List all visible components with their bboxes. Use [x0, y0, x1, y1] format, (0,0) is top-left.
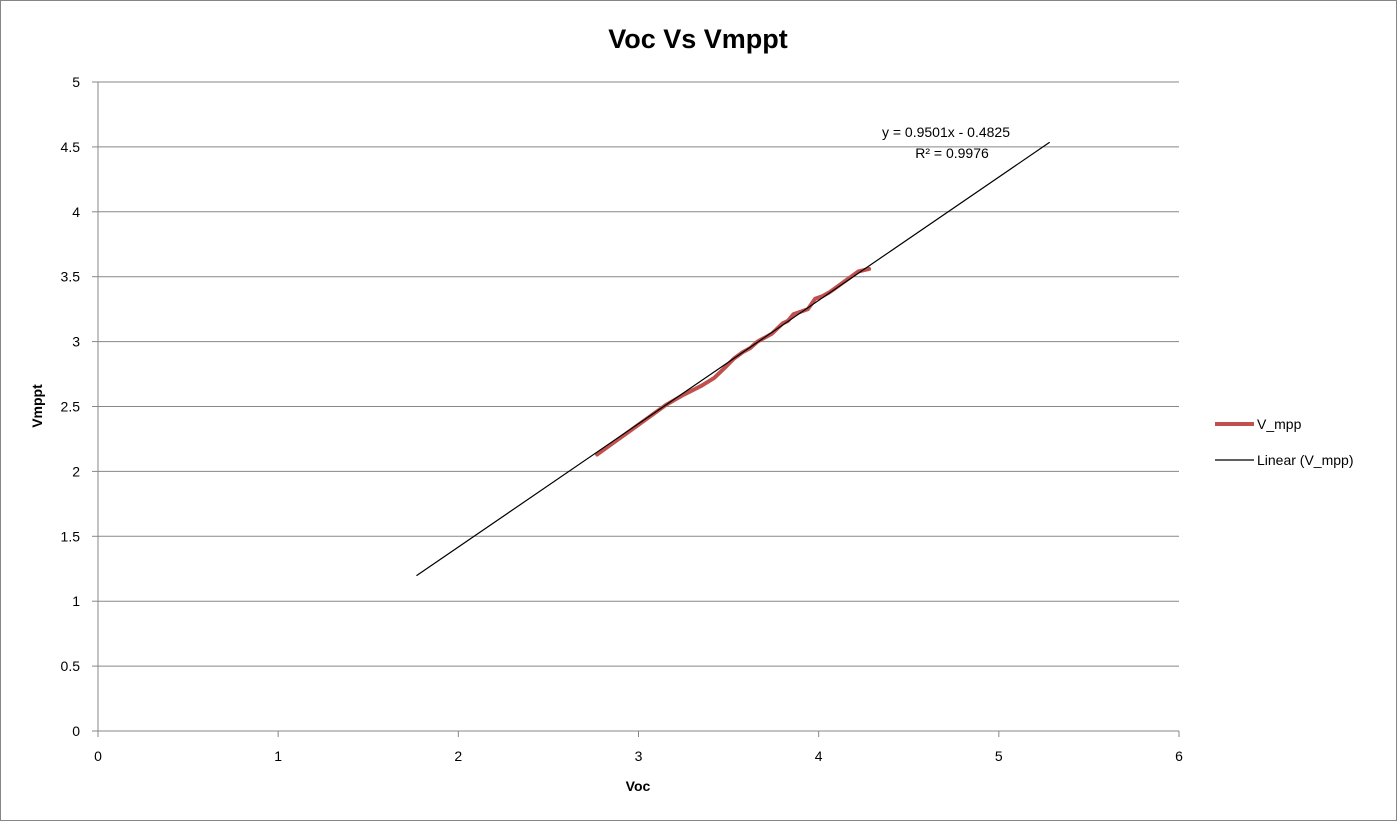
trendline-annotation: y = 0.9501x - 0.4825 R² = 0.9976: [882, 124, 1010, 161]
y-tick-label: 5: [72, 74, 80, 90]
legend-label: Linear (V_mpp): [1257, 452, 1354, 468]
trendline-r-squared: R² = 0.9976: [915, 145, 989, 161]
x-tick-label: 6: [1175, 748, 1183, 764]
y-tick-labels: 0 0.5 1 1.5 2 2.5 3 3.5 4 4.5 5: [61, 74, 81, 739]
x-tick-labels: 0 1 2 3 4 5 6: [94, 748, 1183, 764]
gridlines: [98, 81, 1179, 667]
y-tick-label: 2.5: [61, 399, 81, 415]
y-tick-label: 0: [72, 723, 80, 739]
axes: [92, 81, 1180, 737]
x-tick-label: 2: [454, 748, 462, 764]
y-tick-label: 4: [72, 204, 80, 220]
x-tick-label: 3: [635, 748, 643, 764]
series-line-v-mpp: [595, 266, 872, 457]
trendline-equation: y = 0.9501x - 0.4825: [882, 124, 1010, 140]
trendline-linear-v-mpp: [416, 141, 1050, 576]
y-tick-label: 0.5: [61, 658, 81, 674]
legend-label: V_mpp: [1257, 416, 1302, 432]
y-tick-label: 1.5: [61, 528, 81, 544]
x-tick-label: 4: [815, 748, 823, 764]
x-tick-label: 0: [94, 748, 102, 764]
y-tick-label: 2: [72, 463, 80, 479]
y-tick-label: 3: [72, 334, 80, 350]
chart-title: Voc Vs Vmppt: [608, 24, 788, 54]
y-tick-label: 1: [72, 593, 80, 609]
legend: V_mpp Linear (V_mpp): [1215, 416, 1354, 468]
x-tick-label: 1: [274, 748, 282, 764]
y-tick-label: 3.5: [61, 269, 81, 285]
x-tick-label: 5: [995, 748, 1003, 764]
y-tick-label: 4.5: [61, 139, 81, 155]
y-axis-label: Vmppt: [29, 384, 45, 428]
x-axis-label: Voc: [626, 778, 651, 794]
series-group: [416, 141, 1050, 576]
